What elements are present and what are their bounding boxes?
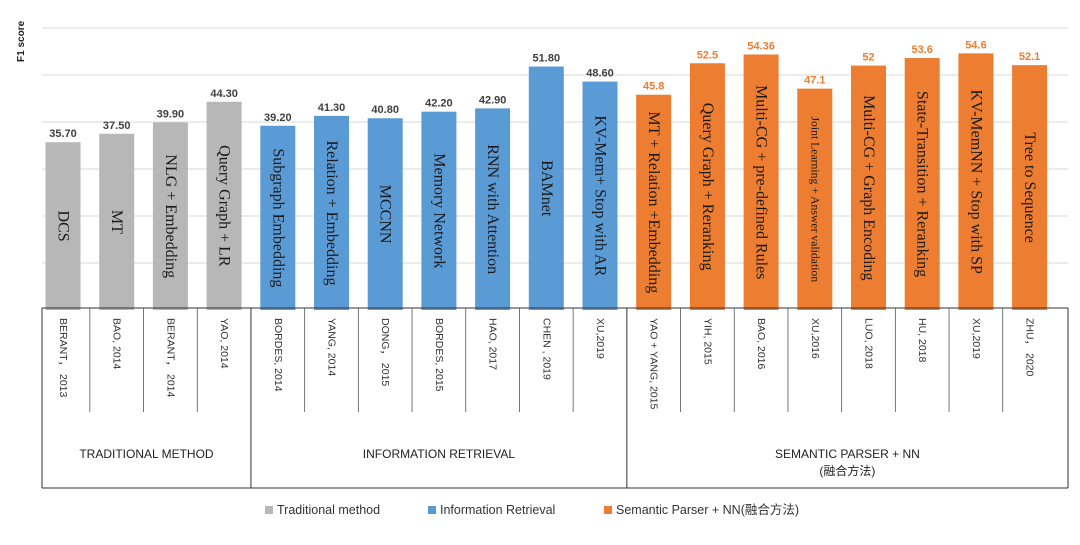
bar-method-label: State-Transition + Reranking [914,91,931,277]
legend-label: Information Retrieval [440,503,555,517]
bar [314,115,349,310]
legend-swatch [428,506,436,514]
bars: 35.70 DCS 37.50 MT 39.90 NLG + Embedding 44.30… [45,39,1048,311]
source-label: XU,2016 [809,318,821,359]
bar [689,63,725,310]
bar [45,142,81,310]
bar-value-label: 42.90 [479,94,507,106]
bar [421,111,457,310]
bar-method-label: Relation + Embedding [323,140,340,285]
bar [958,53,994,310]
source-label: CHEN , 2019 [540,318,552,380]
bar-value-label: 48.60 [586,68,614,80]
group-label: TRADITIONAL METHOD [79,447,214,461]
bar-value-label: 39.20 [264,112,292,124]
bar [904,58,940,310]
legend-swatch [604,506,612,514]
bar-value-label: 54.6 [965,39,986,51]
y-axis-label: F1 score [16,20,27,62]
bar-value-label: 40.80 [371,104,399,116]
bar [475,108,511,311]
source-label: BORDES, 2015 [433,318,445,392]
bar [743,54,779,311]
bar-method-label: RNN with Attention [484,144,501,274]
group-label: SEMANTIC PARSER + NN [775,447,920,461]
bar-value-label: 41.30 [318,102,346,114]
legend-label: Semantic Parser + NN(融合方法) [616,502,799,517]
group-sublabel: (融合方法) [819,463,875,478]
bar-method-label: Joint Learning + Answer validation [808,116,821,282]
source-label: LUO, 2018 [863,318,875,369]
bar-method-label: Query Graph + Reranking [699,103,716,271]
source-label: BORDES, 2014 [272,318,284,392]
bar-method-label: Multi-CG + pre-defined Rules [753,85,770,279]
bar [582,81,618,310]
source-label: XU,2019 [594,318,606,359]
category-table: BERANT， 2013 BAO, 2014 BERANT， 2014 YAO, 20… [41,307,1069,489]
bar-method-label: DCS [55,211,72,242]
bar-method-label: Multi-CG + Graph Encoding [860,95,877,280]
bar-method-label: KV-Mem+ Stop with AR [592,115,609,276]
bar-value-label: 44.30 [210,88,238,100]
bar-value-label: 52.1 [1019,51,1040,63]
bar-method-label: BAMnet [538,160,555,217]
bar [99,133,135,310]
group-label: INFORMATION RETRIEVAL [363,447,516,461]
bar-value-label: 42.20 [425,98,453,110]
source-label: XU,2019 [970,318,982,359]
source-label: YANG, 2014 [326,318,338,376]
bar [260,125,296,310]
source-label: HU, 2018 [916,318,928,363]
bar-method-label: Subgraph Embedding [269,148,286,287]
bar [797,88,833,310]
source-label: BAO, 2016 [755,318,767,370]
source-label: BAO, 2014 [111,318,123,370]
bar [367,118,403,311]
bar-value-label: 45.8 [643,81,664,93]
bar [851,65,886,310]
bar-method-label: NLG + Embedding [162,154,179,278]
bar-value-label: 47.1 [804,75,825,87]
bar-method-label: Memory Network [430,153,447,268]
bar-value-label: 35.70 [49,128,77,140]
source-label: YAO, 2014 [218,318,230,369]
bar-method-label: MT + Relation +Embedding [645,112,662,294]
source-label: HAO, 2017 [487,318,499,370]
source-label: BERANT， 2013 [57,318,69,398]
source-label: ZHU， 2020 [1024,318,1036,377]
bar-value-label: 52.5 [697,49,718,61]
bar-method-label: KV-MemNN + Stop with SP [967,89,984,274]
source-label: DONG， 2015 [379,318,391,386]
source-label: YIH, 2015 [701,318,713,365]
bar-method-label: Query Graph + LR [216,145,233,267]
bar-value-label: 37.50 [103,120,131,132]
bar-value-label: 54.36 [747,41,775,53]
legend-label: Traditional method [277,503,380,517]
bar-value-label: 52 [862,52,874,64]
bar [152,122,188,310]
bar-value-label: 39.90 [157,108,185,120]
source-label: YAO + YANG, 2015 [648,318,660,410]
bar-method-label: MT [108,210,125,234]
bar [528,66,564,310]
bar [636,94,672,311]
legend-swatch [265,506,273,514]
bar [206,101,242,310]
bar-value-label: 51.80 [533,53,561,65]
bar-value-label: 53.6 [911,44,932,56]
bar-method-label: MCCNN [377,185,394,244]
bar-method-label: Tree to Sequence [1021,132,1038,243]
legend: Traditional method Information Retrieval S… [265,502,799,517]
source-label: BERANT， 2014 [164,318,176,398]
bar [1012,65,1048,310]
